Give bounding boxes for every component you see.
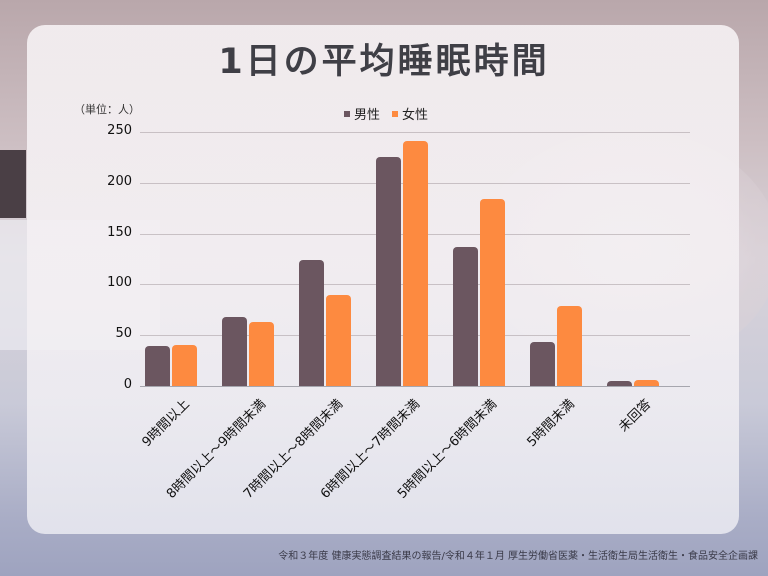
source-note: 令和３年度 健康実態調査結果の報告/令和４年１月 厚生労働省医薬・生活衛生局生活…	[278, 551, 758, 562]
bar-female	[480, 199, 505, 386]
bar-female	[634, 379, 659, 386]
y-tick-label: 150	[107, 224, 132, 240]
bar-female	[249, 321, 274, 386]
legend-swatch-male	[344, 110, 350, 117]
legend-label-male: 男性	[354, 108, 381, 123]
y-tick-label: 50	[115, 326, 132, 342]
x-axis-line	[140, 386, 690, 387]
bar-female	[326, 294, 351, 386]
y-tick-label: 100	[107, 275, 132, 291]
y-tick-label: 0	[123, 377, 132, 392]
bar-male	[145, 346, 170, 386]
chart-title: 1日の平均睡眠時間	[218, 42, 550, 82]
legend-swatch-female	[392, 110, 399, 117]
bar-male	[376, 157, 401, 386]
legend-item-female: 女性	[392, 104, 428, 123]
bar-male	[607, 380, 632, 386]
background-picture-frame	[0, 150, 26, 218]
gridline	[140, 132, 690, 133]
y-tick-label: 200	[107, 173, 132, 189]
bar-female	[172, 345, 197, 386]
unit-label: （単位：人）	[74, 103, 140, 116]
legend: 男性 女性	[344, 104, 428, 123]
bar-male	[530, 342, 555, 386]
legend-item-male: 男性	[344, 104, 380, 123]
bar-male	[299, 260, 324, 386]
y-tick-label: 250	[107, 123, 132, 138]
bar-male	[222, 316, 247, 386]
bar-female	[403, 141, 428, 386]
bar-female	[557, 305, 582, 386]
legend-label-female: 女性	[402, 108, 429, 123]
bar-male	[453, 246, 478, 386]
